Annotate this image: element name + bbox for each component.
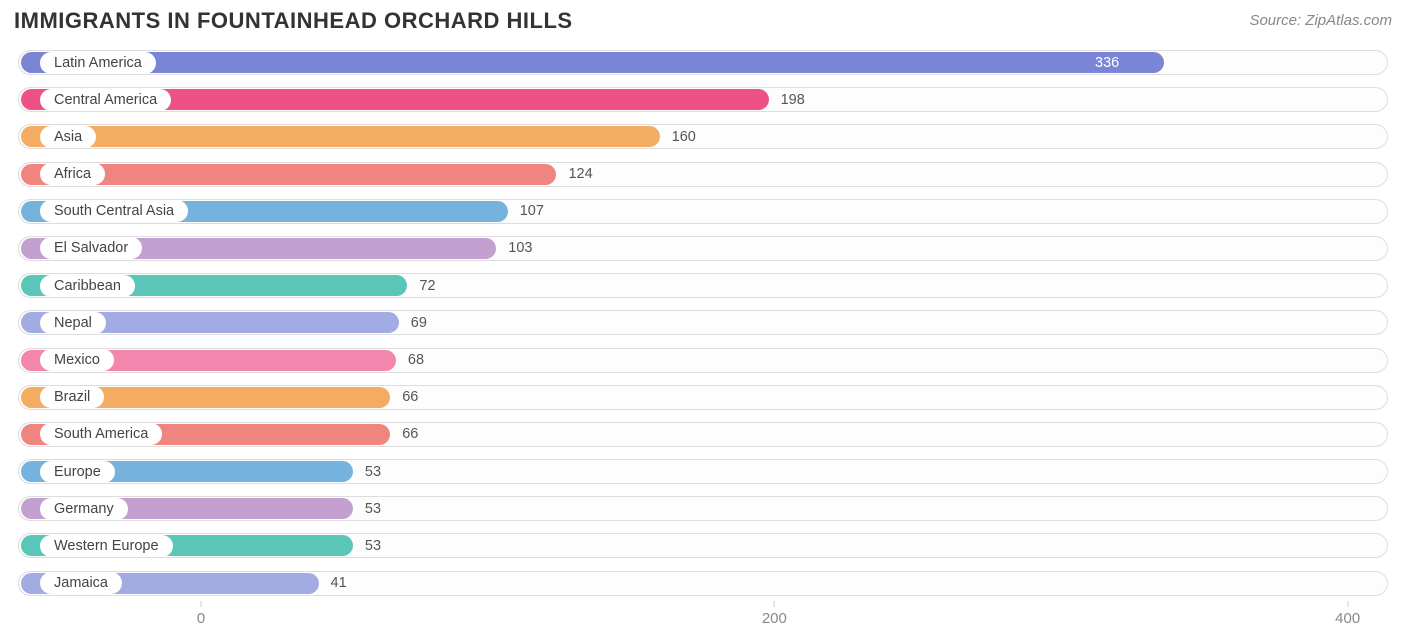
bar-value: 68 [408, 352, 424, 368]
bar-value: 198 [781, 92, 805, 108]
bar-value: 66 [402, 389, 418, 405]
bar-label-pill: Asia [40, 126, 96, 148]
bar-label-pill: Western Europe [40, 535, 173, 557]
bar-label-pill: Caribbean [40, 275, 135, 297]
bar-row: Nepal 69 [18, 306, 1388, 339]
bar-value: 72 [419, 278, 435, 294]
bar-label-pill: El Salvador [40, 237, 142, 259]
bar-row: Africa 124 [18, 158, 1388, 191]
bar-row: South America 66 [18, 418, 1388, 451]
bar-row: Germany 53 [18, 492, 1388, 525]
bar-label-pill: Central America [40, 89, 171, 111]
bar-row: Mexico 68 [18, 344, 1388, 377]
bar-label-pill: Brazil [40, 386, 104, 408]
chart-area: Latin America 336 Central America 198 Asia 16… [10, 46, 1396, 600]
bar-row: Western Europe 53 [18, 529, 1388, 562]
bar-label-pill: Jamaica [40, 572, 122, 594]
header: IMMIGRANTS IN FOUNTAINHEAD ORCHARD HILLS… [10, 8, 1396, 46]
bar-row: Caribbean 72 [18, 269, 1388, 302]
bar-value: 53 [365, 538, 381, 554]
bar-fill [21, 126, 660, 147]
bar-value: 107 [520, 203, 544, 219]
bar-label-pill: Mexico [40, 349, 114, 371]
bar-value: 66 [402, 426, 418, 442]
bar-label-pill: Nepal [40, 312, 106, 334]
x-axis: 0 200 400 [10, 604, 1396, 638]
bar-row: El Salvador 103 [18, 232, 1388, 265]
bar-label-pill: Africa [40, 163, 105, 185]
bar-row: Central America 198 [18, 83, 1388, 116]
bar-label-pill: Germany [40, 498, 128, 520]
bar-row: Asia 160 [18, 120, 1388, 153]
bar-label-pill: Europe [40, 461, 115, 483]
axis-tick-mark [1347, 601, 1348, 607]
axis-tick-label: 0 [197, 610, 205, 627]
bar-value: 53 [365, 501, 381, 517]
axis-tick-label: 400 [1335, 610, 1360, 627]
bar-value: 69 [411, 315, 427, 331]
bar-row: Jamaica 41 [18, 567, 1388, 600]
chart-container: IMMIGRANTS IN FOUNTAINHEAD ORCHARD HILLS… [0, 0, 1406, 638]
bar-value: 124 [568, 166, 592, 182]
bar-value: 53 [365, 464, 381, 480]
bar-row: Brazil 66 [18, 381, 1388, 414]
bar-label-pill: South America [40, 423, 162, 445]
axis-tick-mark [774, 601, 775, 607]
axis-tick-label: 200 [762, 610, 787, 627]
bar-row: South Central Asia 107 [18, 195, 1388, 228]
bar-row: Europe 53 [18, 455, 1388, 488]
axis-tick-mark [201, 601, 202, 607]
bar-label-pill: Latin America [40, 52, 156, 74]
chart-title: IMMIGRANTS IN FOUNTAINHEAD ORCHARD HILLS [14, 8, 573, 34]
bar-fill [21, 52, 1164, 73]
bar-value: 41 [331, 575, 347, 591]
source-attribution: Source: ZipAtlas.com [1249, 8, 1392, 29]
bar-value: 103 [508, 240, 532, 256]
bar-value: 160 [672, 129, 696, 145]
bar-label-pill: South Central Asia [40, 200, 188, 222]
bar-value: 336 [1095, 55, 1119, 71]
bar-row: Latin America 336 [18, 46, 1388, 79]
